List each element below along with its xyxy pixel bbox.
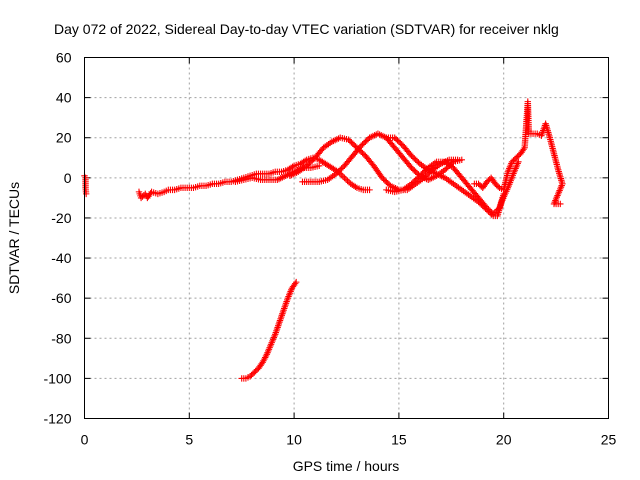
plot-frame [84, 57, 609, 419]
y-tick-label: 60 [56, 50, 72, 66]
x-tick-label: 0 [81, 432, 89, 448]
data-point [486, 209, 494, 217]
gridlines [84, 57, 609, 419]
data-point [485, 208, 492, 215]
data-point [515, 158, 522, 165]
y-tick-label: -100 [43, 370, 71, 386]
y-tick-label: 20 [56, 130, 72, 146]
data-point [342, 176, 350, 183]
y-tick-label: -80 [51, 330, 71, 346]
y-tick-label: 40 [56, 90, 72, 106]
x-tick-label: 25 [601, 432, 617, 448]
data-point [488, 211, 495, 218]
y-tick-labels: -120 -100 -80 -60 -40 -20 0 20 40 60 [43, 50, 71, 427]
data-points [81, 98, 566, 382]
series-arc-4 [383, 134, 522, 220]
data-point [366, 186, 373, 194]
y-tick-label: 0 [64, 170, 72, 186]
data-point [520, 146, 527, 153]
data-point [494, 183, 502, 190]
series-lower-fall [238, 278, 300, 382]
data-point [344, 177, 351, 185]
x-tick-label: 10 [286, 432, 302, 448]
series-arc-2 [299, 130, 465, 186]
y-tick-label: -60 [51, 290, 71, 306]
data-point [301, 157, 309, 164]
x-tick-label: 15 [391, 432, 407, 448]
data-point [339, 173, 347, 180]
data-point [341, 174, 348, 182]
data-point [458, 156, 465, 163]
y-tick-label: -40 [51, 250, 71, 266]
y-tick-label: -120 [43, 411, 71, 427]
data-point [557, 200, 564, 208]
x-tick-labels: 0 5 10 15 20 25 [81, 432, 617, 448]
data-point [316, 162, 323, 169]
data-point [291, 280, 299, 287]
chart-title: Day 072 of 2022, Sidereal Day-to-day VTE… [54, 21, 559, 37]
data-point [352, 183, 359, 191]
y-axis-label: SDTVAR / TECUs [6, 182, 22, 294]
x-tick-label: 5 [185, 432, 193, 448]
x-axis-label: GPS time / hours [293, 458, 400, 474]
data-point [292, 278, 300, 286]
y-tick-label: -20 [51, 210, 71, 226]
data-point [289, 163, 296, 171]
series-late-cluster [471, 98, 566, 208]
data-point [482, 205, 489, 212]
data-point [483, 206, 491, 214]
x-tick-label: 20 [496, 432, 512, 448]
data-point [338, 171, 345, 179]
series-start [81, 172, 90, 198]
